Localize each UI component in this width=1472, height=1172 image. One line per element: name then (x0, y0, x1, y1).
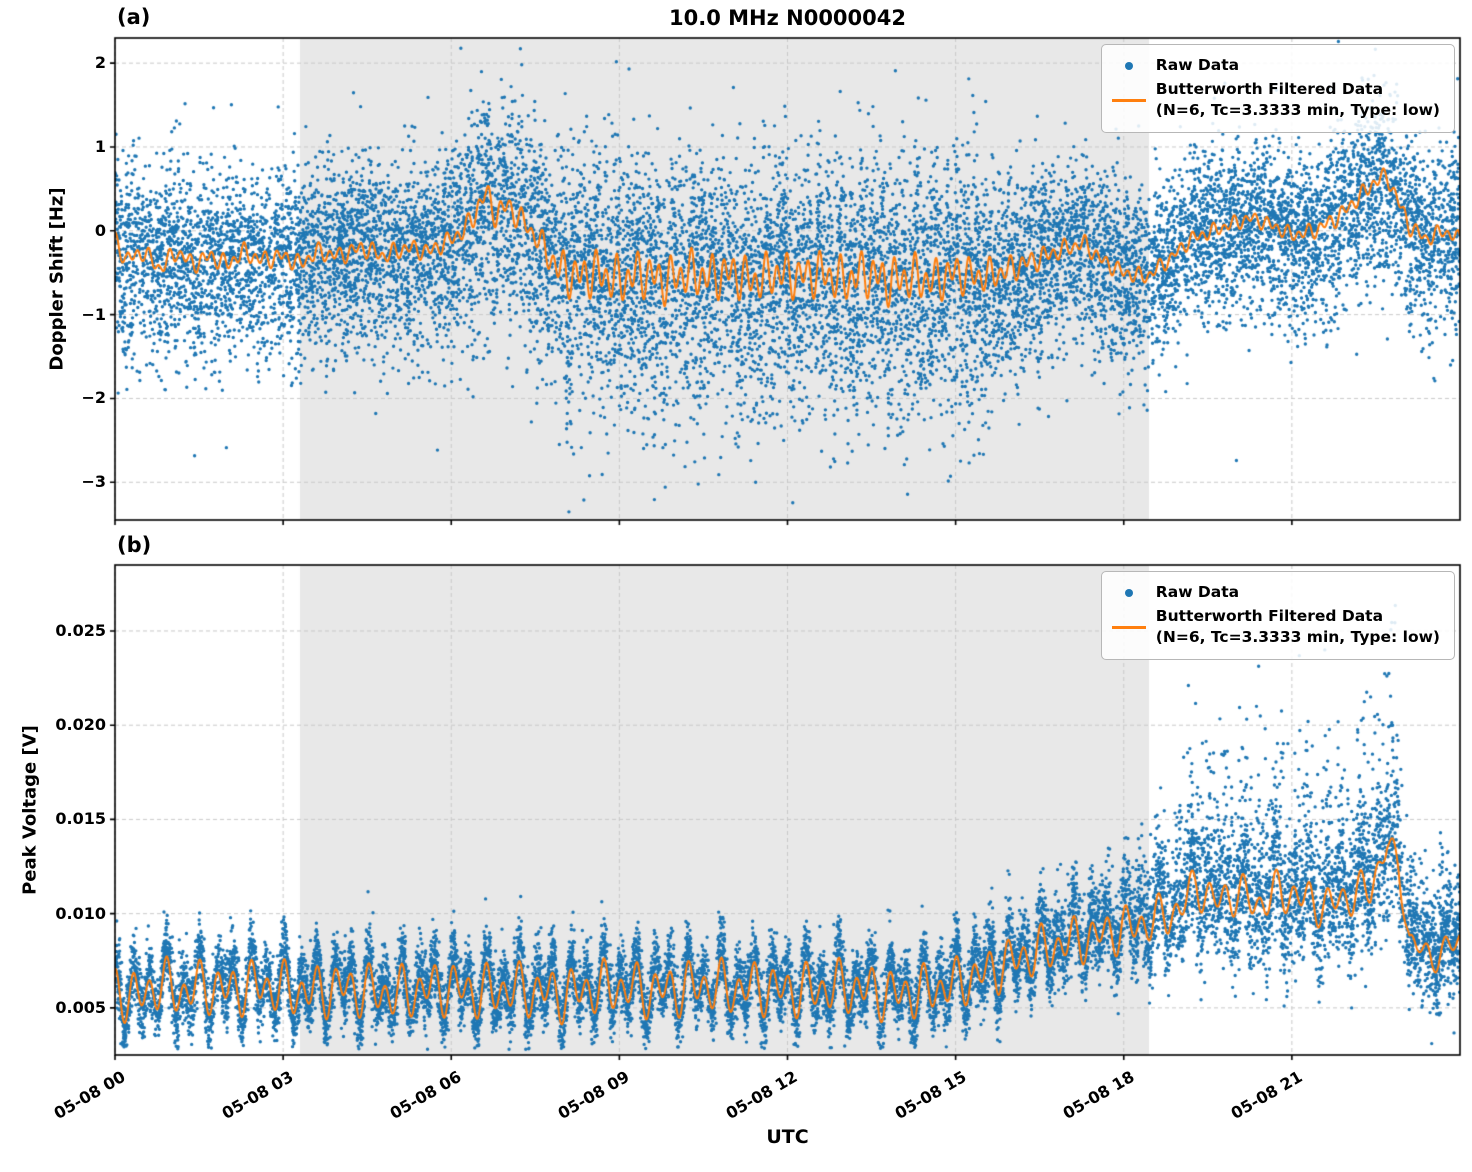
y-tick-label: 0.010 (55, 903, 106, 923)
raw-data-marker-icon (1112, 588, 1146, 597)
legend-filtered-sublabel: (N=6, Tc=3.3333 min, Type: low) (1155, 101, 1440, 120)
y-tick-label: 0.020 (55, 715, 106, 735)
legend-entry-raw: Raw Data (1112, 582, 1440, 604)
legend-panel-a: Raw Data Butterworth Filtered Data (N=6,… (1100, 44, 1455, 134)
legend-filtered-label: Butterworth Filtered Data (1155, 606, 1384, 625)
legend-panel-b: Raw Data Butterworth Filtered Data (N=6,… (1100, 571, 1455, 661)
y-tick-label: 0.015 (55, 809, 106, 829)
y-tick-label: −1 (81, 304, 106, 324)
y-axis-label-voltage: Peak Voltage [V] (19, 725, 41, 895)
y-tick-label: 0.005 (55, 997, 106, 1017)
y-tick-label: 0.025 (55, 620, 106, 640)
legend-raw-label: Raw Data (1155, 56, 1240, 74)
y-tick-label: −2 (81, 388, 106, 408)
legend-filtered-sublabel: (N=6, Tc=3.3333 min, Type: low) (1155, 628, 1440, 647)
panel-a-label: (a) (117, 5, 151, 29)
filtered-data-marker-icon (1111, 625, 1146, 629)
filtered-data-marker-icon (1111, 98, 1146, 102)
legend-entry-filtered: Butterworth Filtered Data (N=6, Tc=3.333… (1111, 606, 1440, 649)
y-tick-label: −3 (81, 472, 106, 492)
raw-data-marker-icon (1112, 61, 1146, 70)
legend-entry-raw: Raw Data (1112, 55, 1440, 77)
y-axis-label-doppler: Doppler Shift [Hz] (46, 187, 68, 371)
legend-raw-label: Raw Data (1155, 583, 1240, 601)
legend-entry-filtered: Butterworth Filtered Data (N=6, Tc=3.333… (1111, 79, 1440, 122)
y-tick-label: 2 (94, 53, 106, 73)
x-axis-label: UTC (766, 1126, 809, 1148)
y-tick-label: 1 (94, 136, 106, 156)
chart-title: 10.0 MHz N0000042 (669, 6, 906, 30)
y-tick-label: 0 (94, 220, 106, 240)
panel-b-label: (b) (117, 533, 152, 557)
legend-filtered-label: Butterworth Filtered Data (1155, 79, 1384, 98)
